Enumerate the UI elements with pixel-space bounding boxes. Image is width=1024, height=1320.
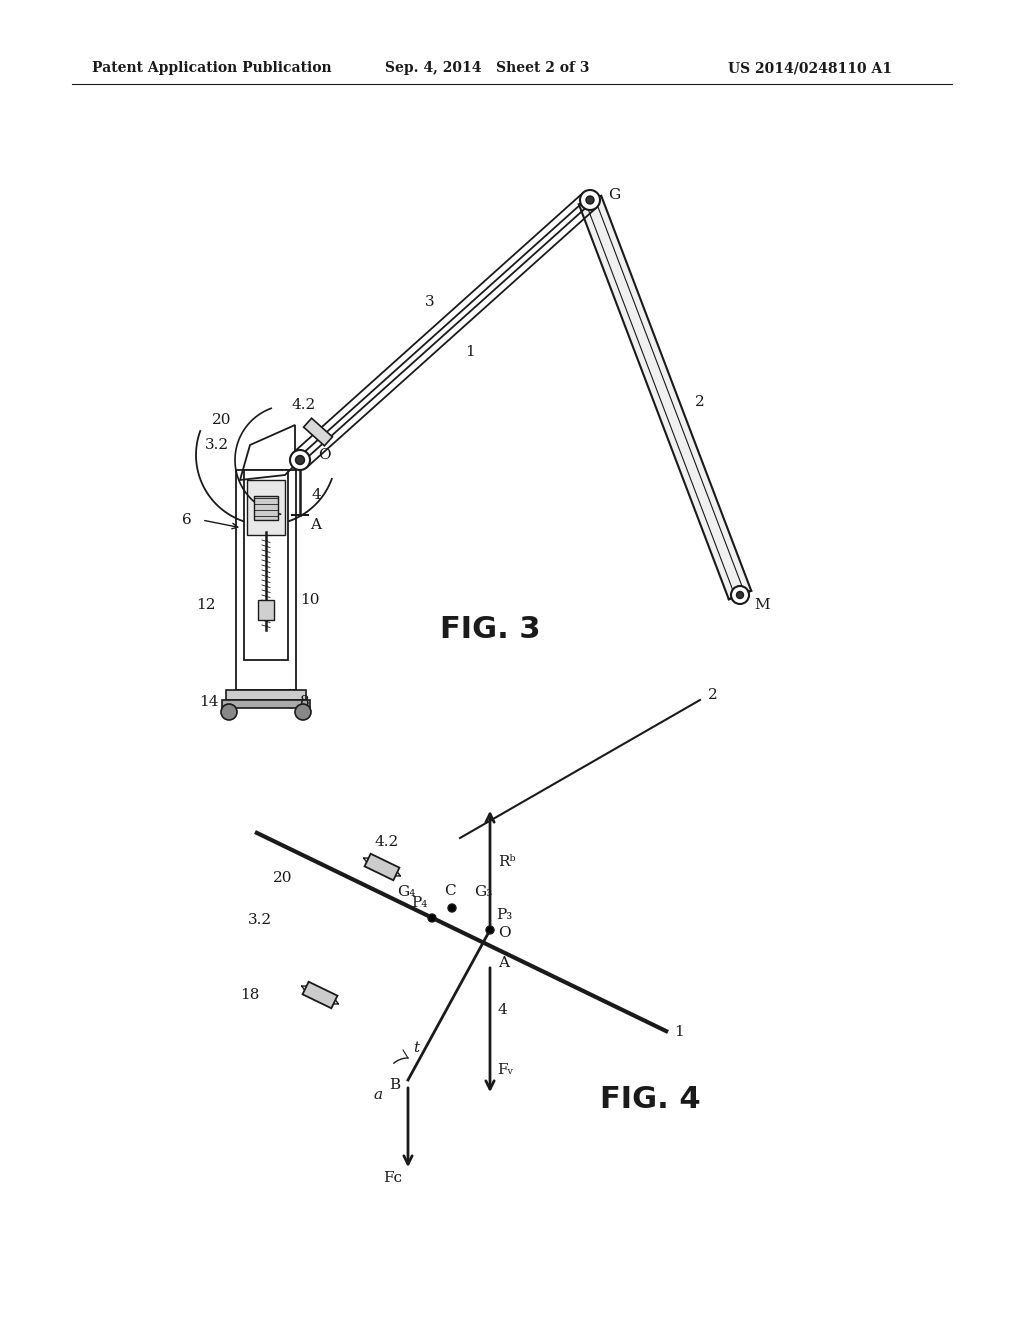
Text: Sep. 4, 2014   Sheet 2 of 3: Sep. 4, 2014 Sheet 2 of 3: [385, 61, 590, 75]
Text: Rᵇ: Rᵇ: [498, 855, 516, 869]
Text: 4.2: 4.2: [292, 399, 316, 412]
Text: M: M: [754, 598, 770, 612]
Text: US 2014/0248110 A1: US 2014/0248110 A1: [728, 61, 892, 75]
Text: 2: 2: [708, 688, 718, 702]
Text: 1: 1: [465, 345, 475, 359]
Text: O: O: [318, 447, 331, 462]
Text: 3.2: 3.2: [248, 913, 272, 927]
Text: 20: 20: [212, 413, 231, 426]
Circle shape: [296, 455, 304, 465]
Bar: [258, 601, 274, 620]
Text: 2: 2: [695, 395, 705, 409]
Bar: [222, 700, 310, 708]
FancyBboxPatch shape: [365, 854, 399, 880]
Text: C: C: [444, 884, 456, 898]
Text: G₃: G₃: [474, 884, 493, 899]
Text: 14: 14: [200, 696, 219, 709]
Text: 10: 10: [300, 593, 319, 607]
Text: 4: 4: [498, 1003, 508, 1016]
Circle shape: [295, 704, 311, 719]
Text: 3.2: 3.2: [205, 438, 229, 451]
Text: A: A: [310, 517, 321, 532]
Text: A: A: [498, 956, 509, 970]
Circle shape: [731, 586, 749, 605]
Text: 18: 18: [241, 987, 260, 1002]
Circle shape: [449, 904, 456, 912]
FancyBboxPatch shape: [303, 418, 333, 446]
Bar: [247, 480, 285, 535]
Circle shape: [486, 927, 494, 935]
Text: a: a: [374, 1088, 383, 1102]
Circle shape: [580, 190, 600, 210]
Circle shape: [290, 450, 310, 470]
Text: FIG. 4: FIG. 4: [600, 1085, 700, 1114]
Text: P₃: P₃: [496, 908, 512, 921]
Text: B: B: [389, 1078, 400, 1092]
Text: P₄: P₄: [412, 896, 428, 909]
Bar: [254, 496, 278, 520]
Text: 6: 6: [182, 513, 193, 527]
Circle shape: [586, 195, 594, 205]
Circle shape: [736, 591, 743, 598]
Circle shape: [221, 704, 237, 719]
Text: G: G: [608, 187, 621, 202]
Text: t: t: [413, 1041, 419, 1055]
Text: 8: 8: [300, 696, 309, 709]
Bar: [226, 690, 306, 700]
Text: 1: 1: [674, 1026, 684, 1039]
Text: Fᵥ: Fᵥ: [497, 1063, 513, 1077]
Text: Fᴄ: Fᴄ: [383, 1171, 402, 1185]
Text: O: O: [498, 927, 511, 940]
Circle shape: [428, 913, 436, 921]
Text: 3: 3: [425, 294, 435, 309]
Text: 20: 20: [272, 871, 292, 884]
Text: 4.2: 4.2: [375, 836, 399, 849]
Polygon shape: [579, 195, 752, 599]
Text: FIG. 3: FIG. 3: [439, 615, 541, 644]
Text: 4: 4: [312, 488, 322, 502]
Text: 12: 12: [197, 598, 216, 612]
FancyBboxPatch shape: [302, 982, 338, 1008]
Text: G₄: G₄: [397, 884, 416, 899]
Bar: [236, 470, 296, 690]
Text: Patent Application Publication: Patent Application Publication: [92, 61, 332, 75]
Bar: [244, 470, 288, 660]
